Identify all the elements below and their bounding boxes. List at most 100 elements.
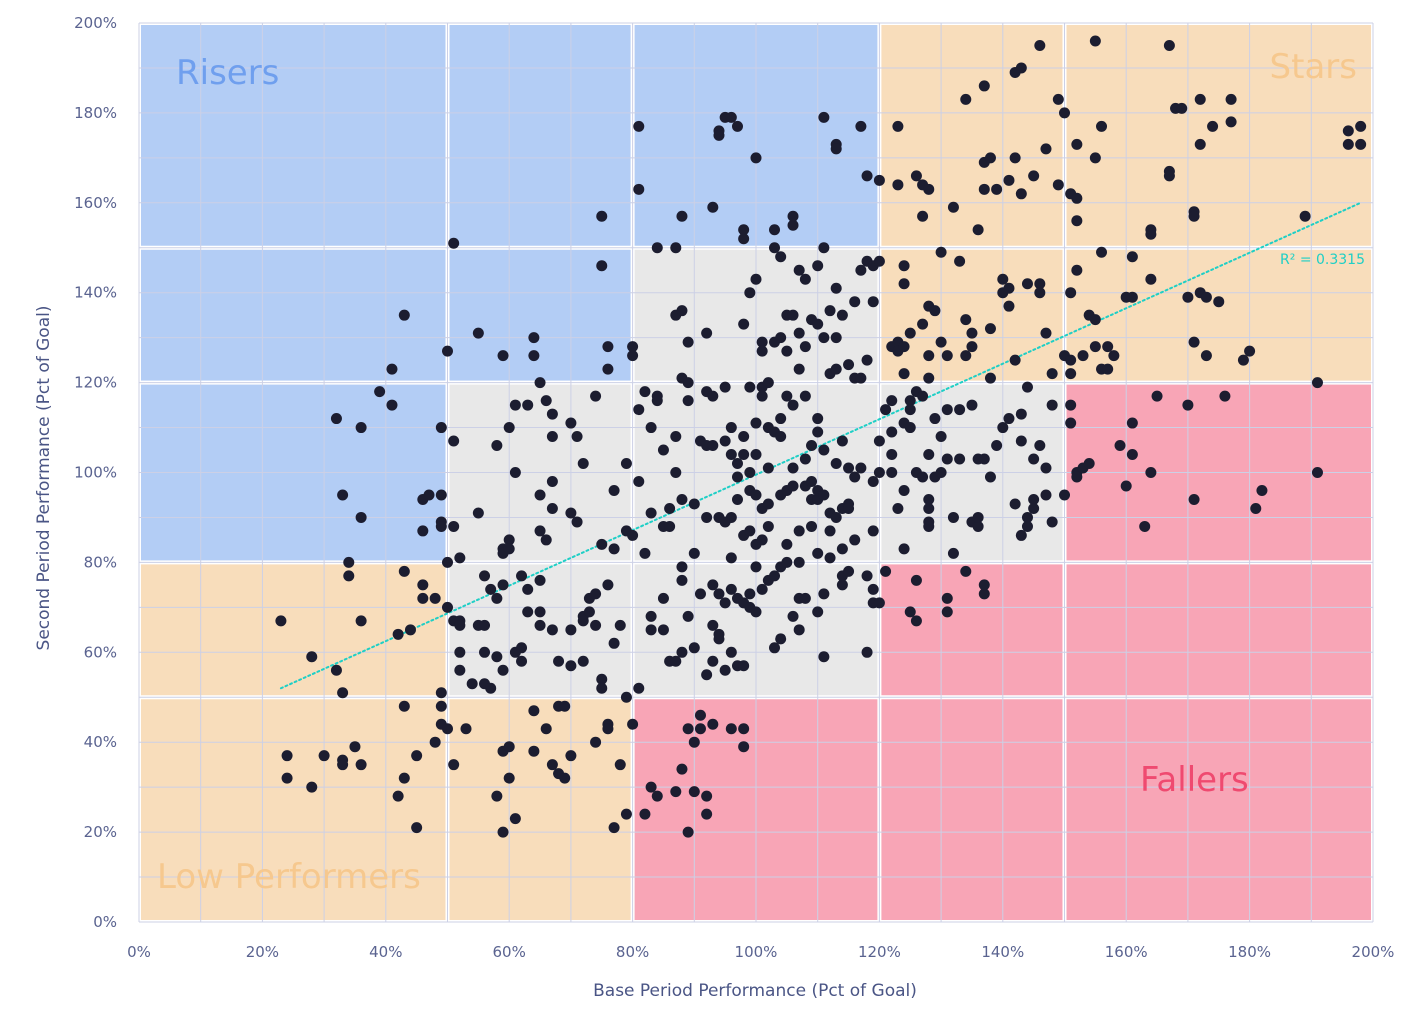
data-point <box>910 170 922 182</box>
data-point <box>688 547 700 559</box>
data-point <box>898 368 910 380</box>
data-point <box>744 287 756 299</box>
data-point <box>935 431 947 443</box>
data-point <box>1145 467 1157 478</box>
data-point <box>830 143 842 155</box>
data-point <box>1040 462 1052 474</box>
data-point <box>386 363 398 375</box>
data-point <box>836 435 848 447</box>
data-point <box>435 520 447 532</box>
data-point <box>762 498 774 510</box>
data-point <box>892 120 904 132</box>
data-point <box>793 525 805 537</box>
data-point <box>1126 417 1138 429</box>
data-point <box>627 350 639 362</box>
data-point <box>744 588 756 600</box>
data-point <box>1059 489 1070 501</box>
y-tick-label: 60% <box>84 643 117 661</box>
data-point <box>781 556 793 568</box>
data-point <box>1028 170 1040 182</box>
data-point <box>275 615 287 627</box>
quadrant-labels: Risers Stars Fallers Low Performers <box>157 47 1357 897</box>
data-point <box>1052 179 1064 191</box>
data-point <box>756 534 768 546</box>
data-point <box>991 183 1003 195</box>
data-point <box>1021 520 1033 532</box>
data-point <box>1188 336 1200 348</box>
data-point <box>929 413 941 425</box>
data-point <box>306 651 318 663</box>
data-point <box>435 700 447 712</box>
data-point <box>725 111 737 123</box>
data-point <box>707 579 719 591</box>
data-point <box>645 610 657 622</box>
data-point <box>540 723 552 735</box>
data-point <box>707 201 719 213</box>
data-point <box>707 619 719 631</box>
data-point <box>1028 502 1040 514</box>
data-point <box>861 354 873 366</box>
data-point <box>435 687 447 699</box>
data-point <box>688 498 700 510</box>
data-point <box>799 341 811 353</box>
data-point <box>954 404 966 416</box>
data-point <box>670 242 682 254</box>
data-point <box>398 700 410 712</box>
data-point <box>978 453 990 465</box>
data-point <box>435 489 447 501</box>
data-point <box>991 440 1003 452</box>
data-point <box>688 642 700 654</box>
data-point <box>1028 453 1040 465</box>
data-point <box>392 790 404 802</box>
data-point <box>491 790 503 802</box>
data-point <box>620 458 632 470</box>
data-point <box>472 327 484 339</box>
data-point <box>633 120 645 132</box>
data-point <box>1237 354 1249 366</box>
data-point <box>787 480 799 492</box>
data-point <box>565 417 577 429</box>
y-tick-label: 0% <box>93 913 117 931</box>
data-point <box>1015 188 1027 200</box>
data-point <box>423 489 435 501</box>
data-point <box>731 493 743 505</box>
data-point <box>417 592 429 604</box>
grid-lines <box>138 22 1374 923</box>
data-point <box>682 377 694 389</box>
data-point <box>1052 93 1064 105</box>
data-point <box>355 511 367 523</box>
data-point <box>651 242 663 254</box>
data-point <box>1071 215 1083 227</box>
data-point <box>633 183 645 195</box>
data-point <box>719 381 731 393</box>
data-point <box>867 475 879 487</box>
data-point <box>898 260 910 272</box>
data-point <box>1311 467 1323 478</box>
data-point <box>1065 287 1077 299</box>
data-point <box>701 327 713 339</box>
data-point <box>620 691 632 703</box>
data-point <box>454 646 466 658</box>
data-point <box>713 633 725 645</box>
data-point <box>769 242 781 254</box>
data-point <box>528 745 540 757</box>
data-point <box>1250 502 1262 514</box>
data-point <box>978 183 990 195</box>
data-point <box>442 556 453 568</box>
data-point <box>1102 363 1114 375</box>
data-point <box>725 583 737 595</box>
data-point <box>725 723 737 735</box>
data-point <box>867 583 879 595</box>
data-point <box>978 80 990 92</box>
data-point <box>633 475 645 487</box>
data-point <box>898 341 910 353</box>
data-point <box>411 822 423 834</box>
data-point <box>818 111 830 123</box>
data-point <box>694 709 706 721</box>
data-point <box>1194 138 1206 150</box>
data-point <box>1015 62 1027 74</box>
data-point <box>719 664 731 676</box>
data-point <box>485 682 497 694</box>
data-point <box>929 305 941 317</box>
data-point <box>583 606 595 618</box>
